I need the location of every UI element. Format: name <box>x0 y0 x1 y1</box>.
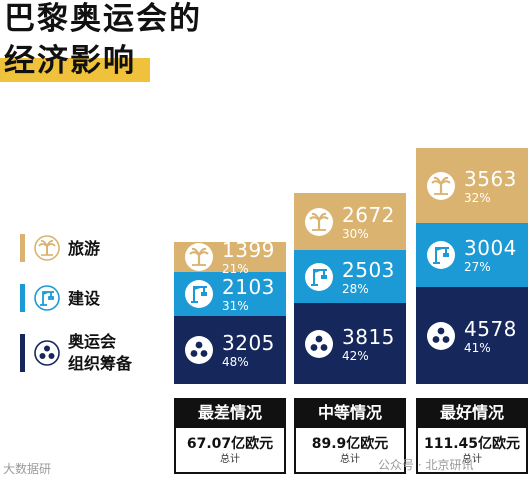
legend-label-organization-line2: 组织筹备 <box>68 354 133 373</box>
watermark-right: 公众号 · 北京研讯 <box>378 458 474 472</box>
rings-network-icon <box>304 329 334 359</box>
data-label-percent: 48% <box>222 355 249 369</box>
bar-segment-construction: 2503 28% <box>294 250 406 303</box>
legend-label-construction: 建设 <box>68 289 101 308</box>
palm-tree-icon <box>34 235 60 261</box>
crane-icon <box>34 285 60 311</box>
total-value: 67.07亿欧元 <box>186 436 274 452</box>
bar-segment-tourism: 2672 30% <box>294 193 406 250</box>
scenario-label: 最差情况 <box>174 398 286 428</box>
legend-swatch-tourism <box>20 234 25 262</box>
watermark-left: 大数据研 <box>3 462 52 476</box>
crane-icon <box>304 262 334 292</box>
total-box: 111.45亿欧元总计 <box>416 428 528 474</box>
data-label-percent: 42% <box>342 349 369 363</box>
palm-tree-icon <box>426 171 456 201</box>
palm-tree-icon <box>304 207 334 237</box>
data-label-percent: 28% <box>342 282 369 296</box>
scenario-label: 最好情况 <box>416 398 528 428</box>
legend-label-tourism: 旅游 <box>68 239 101 258</box>
bar-segment-construction: 3004 27% <box>416 223 528 287</box>
legend-label-organization-line1: 奥运会 <box>68 332 117 351</box>
scenario-label: 中等情况 <box>294 398 406 428</box>
bar-segment-organization: 4578 41% <box>416 287 528 384</box>
title-highlight <box>0 58 150 82</box>
chart-title-line1: 巴黎奥运会的 <box>4 1 202 37</box>
total-value: 89.9亿欧元 <box>311 436 389 452</box>
data-label-percent: 27% <box>464 260 491 274</box>
rings-network-icon <box>34 340 60 366</box>
total-box: 67.07亿欧元总计 <box>174 428 286 474</box>
rings-network-icon <box>426 321 456 351</box>
crane-icon <box>426 240 456 270</box>
data-label-value: 3563 <box>464 167 517 191</box>
data-label-percent: 31% <box>222 299 249 313</box>
data-label-value: 2103 <box>222 275 275 299</box>
rings-network-icon <box>184 335 214 365</box>
data-label-percent: 30% <box>342 227 369 241</box>
data-label-value: 3004 <box>464 236 517 260</box>
legend-swatch-construction <box>20 284 25 312</box>
total-label: 总计 <box>340 454 360 465</box>
total-box: 89.9亿欧元总计 <box>294 428 406 474</box>
legend-swatch-organization <box>20 334 25 372</box>
bar-segment-tourism: 3563 32% <box>416 148 528 223</box>
crane-icon <box>184 279 214 309</box>
chart-title-line2: 经济影响 <box>4 43 136 79</box>
data-label-percent: 21% <box>222 262 249 276</box>
data-label-value: 1399 <box>222 238 275 262</box>
palm-tree-icon <box>184 242 214 272</box>
data-label-percent: 32% <box>464 191 491 205</box>
data-label-value: 4578 <box>464 317 517 341</box>
total-label: 总计 <box>462 454 482 465</box>
data-label-value: 2503 <box>342 258 395 282</box>
bar-segment-organization: 3205 48% <box>174 316 286 384</box>
data-label-value: 2672 <box>342 203 395 227</box>
total-label: 总计 <box>220 454 240 465</box>
bar-segment-construction: 2103 31% <box>174 272 286 316</box>
data-label-value: 3205 <box>222 331 275 355</box>
data-label-percent: 41% <box>464 341 491 355</box>
bar-segment-organization: 3815 42% <box>294 303 406 384</box>
data-label-value: 3815 <box>342 325 395 349</box>
bar-segment-tourism: 1399 21% <box>174 238 286 276</box>
total-value: 111.45亿欧元 <box>423 436 521 452</box>
